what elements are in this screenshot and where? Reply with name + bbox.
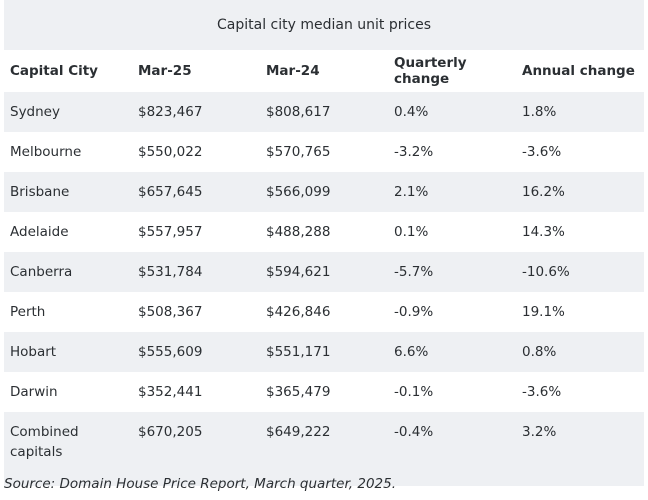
- header-quarterly-change: Quarterly change: [394, 55, 467, 87]
- cell-annual-change: 16.2%: [516, 172, 644, 212]
- cell-city: Hobart: [4, 332, 132, 372]
- cell-mar-25: $557,957: [138, 224, 203, 240]
- cell-annual-change: 19.1%: [522, 304, 565, 320]
- cell-quarterly-change: -0.9%: [394, 304, 434, 320]
- table-title: Capital city median unit prices: [4, 0, 644, 50]
- cell-city: Canberra: [4, 252, 132, 292]
- cell-mar-24: $649,222: [260, 412, 388, 486]
- cell-mar-24: $808,617: [260, 92, 388, 132]
- cell-annual-change: -10.6%: [516, 252, 644, 292]
- cell-mar-25: $555,609: [132, 332, 260, 372]
- cell-annual-change: 3.2%: [516, 412, 644, 486]
- cell-quarterly-change: -0.1%: [394, 384, 434, 400]
- cell-mar-24: $551,171: [260, 332, 388, 372]
- cell-mar-25: $657,645: [132, 172, 260, 212]
- cell-annual-change: 1.8%: [516, 92, 644, 132]
- header-capital-city: Capital City: [10, 63, 98, 79]
- price-table-container: Capital city median unit prices Capital …: [4, 0, 644, 486]
- table-row: Canberra $531,784 $594,621 -5.7% -10.6%: [4, 252, 644, 292]
- cell-mar-24: $594,621: [260, 252, 388, 292]
- table-row: Brisbane $657,645 $566,099 2.1% 16.2%: [4, 172, 644, 212]
- cell-mar-25: $670,205: [132, 412, 260, 486]
- cell-quarterly-change: 0.1%: [394, 224, 429, 240]
- cell-city: Melbourne: [10, 144, 82, 160]
- cell-annual-change: 14.3%: [522, 224, 565, 240]
- table-row-combined: Combined capitals $670,205 $649,222 -0.4…: [4, 412, 644, 486]
- cell-mar-24: $365,479: [266, 384, 331, 400]
- cell-city: Adelaide: [10, 224, 69, 240]
- table-header-row: Capital City Mar-25 Mar-24 Quarterly cha…: [4, 50, 644, 92]
- table-row: Sydney $823,467 $808,617 0.4% 1.8%: [4, 92, 644, 132]
- cell-annual-change: -3.6%: [522, 384, 562, 400]
- table-row: Perth $508,367 $426,846 -0.9% 19.1%: [4, 292, 644, 332]
- cell-city: Sydney: [4, 92, 132, 132]
- header-mar-25: Mar-25: [138, 63, 192, 79]
- median-unit-price-table: Capital City Mar-25 Mar-24 Quarterly cha…: [4, 50, 644, 486]
- cell-city: Perth: [10, 304, 46, 320]
- header-mar-24: Mar-24: [266, 63, 320, 79]
- cell-mar-24: $426,846: [266, 304, 331, 320]
- cell-annual-change: -3.6%: [522, 144, 562, 160]
- table-row: Melbourne $550,022 $570,765 -3.2% -3.6%: [4, 132, 644, 172]
- cell-quarterly-change: 2.1%: [388, 172, 516, 212]
- cell-mar-24: $566,099: [260, 172, 388, 212]
- cell-mar-25: $823,467: [132, 92, 260, 132]
- cell-mar-24: $570,765: [266, 144, 331, 160]
- cell-mar-25: $550,022: [138, 144, 203, 160]
- cell-mar-24: $488,288: [266, 224, 331, 240]
- source-note: Source: Domain House Price Report, March…: [4, 476, 397, 492]
- table-row: Adelaide $557,957 $488,288 0.1% 14.3%: [4, 212, 644, 252]
- cell-mar-25: $508,367: [138, 304, 203, 320]
- table-row: Hobart $555,609 $551,171 6.6% 0.8%: [4, 332, 644, 372]
- cell-annual-change: 0.8%: [516, 332, 644, 372]
- header-annual-change: Annual change: [522, 63, 635, 79]
- cell-quarterly-change: -0.4%: [388, 412, 516, 486]
- cell-quarterly-change: -3.2%: [394, 144, 434, 160]
- cell-city: Combined capitals: [4, 412, 132, 486]
- cell-quarterly-change: -5.7%: [388, 252, 516, 292]
- table-row: Darwin $352,441 $365,479 -0.1% -3.6%: [4, 372, 644, 412]
- cell-quarterly-change: 0.4%: [388, 92, 516, 132]
- cell-mar-25: $352,441: [138, 384, 203, 400]
- cell-city: Darwin: [10, 384, 58, 400]
- cell-mar-25: $531,784: [132, 252, 260, 292]
- cell-city: Brisbane: [4, 172, 132, 212]
- cell-quarterly-change: 6.6%: [388, 332, 516, 372]
